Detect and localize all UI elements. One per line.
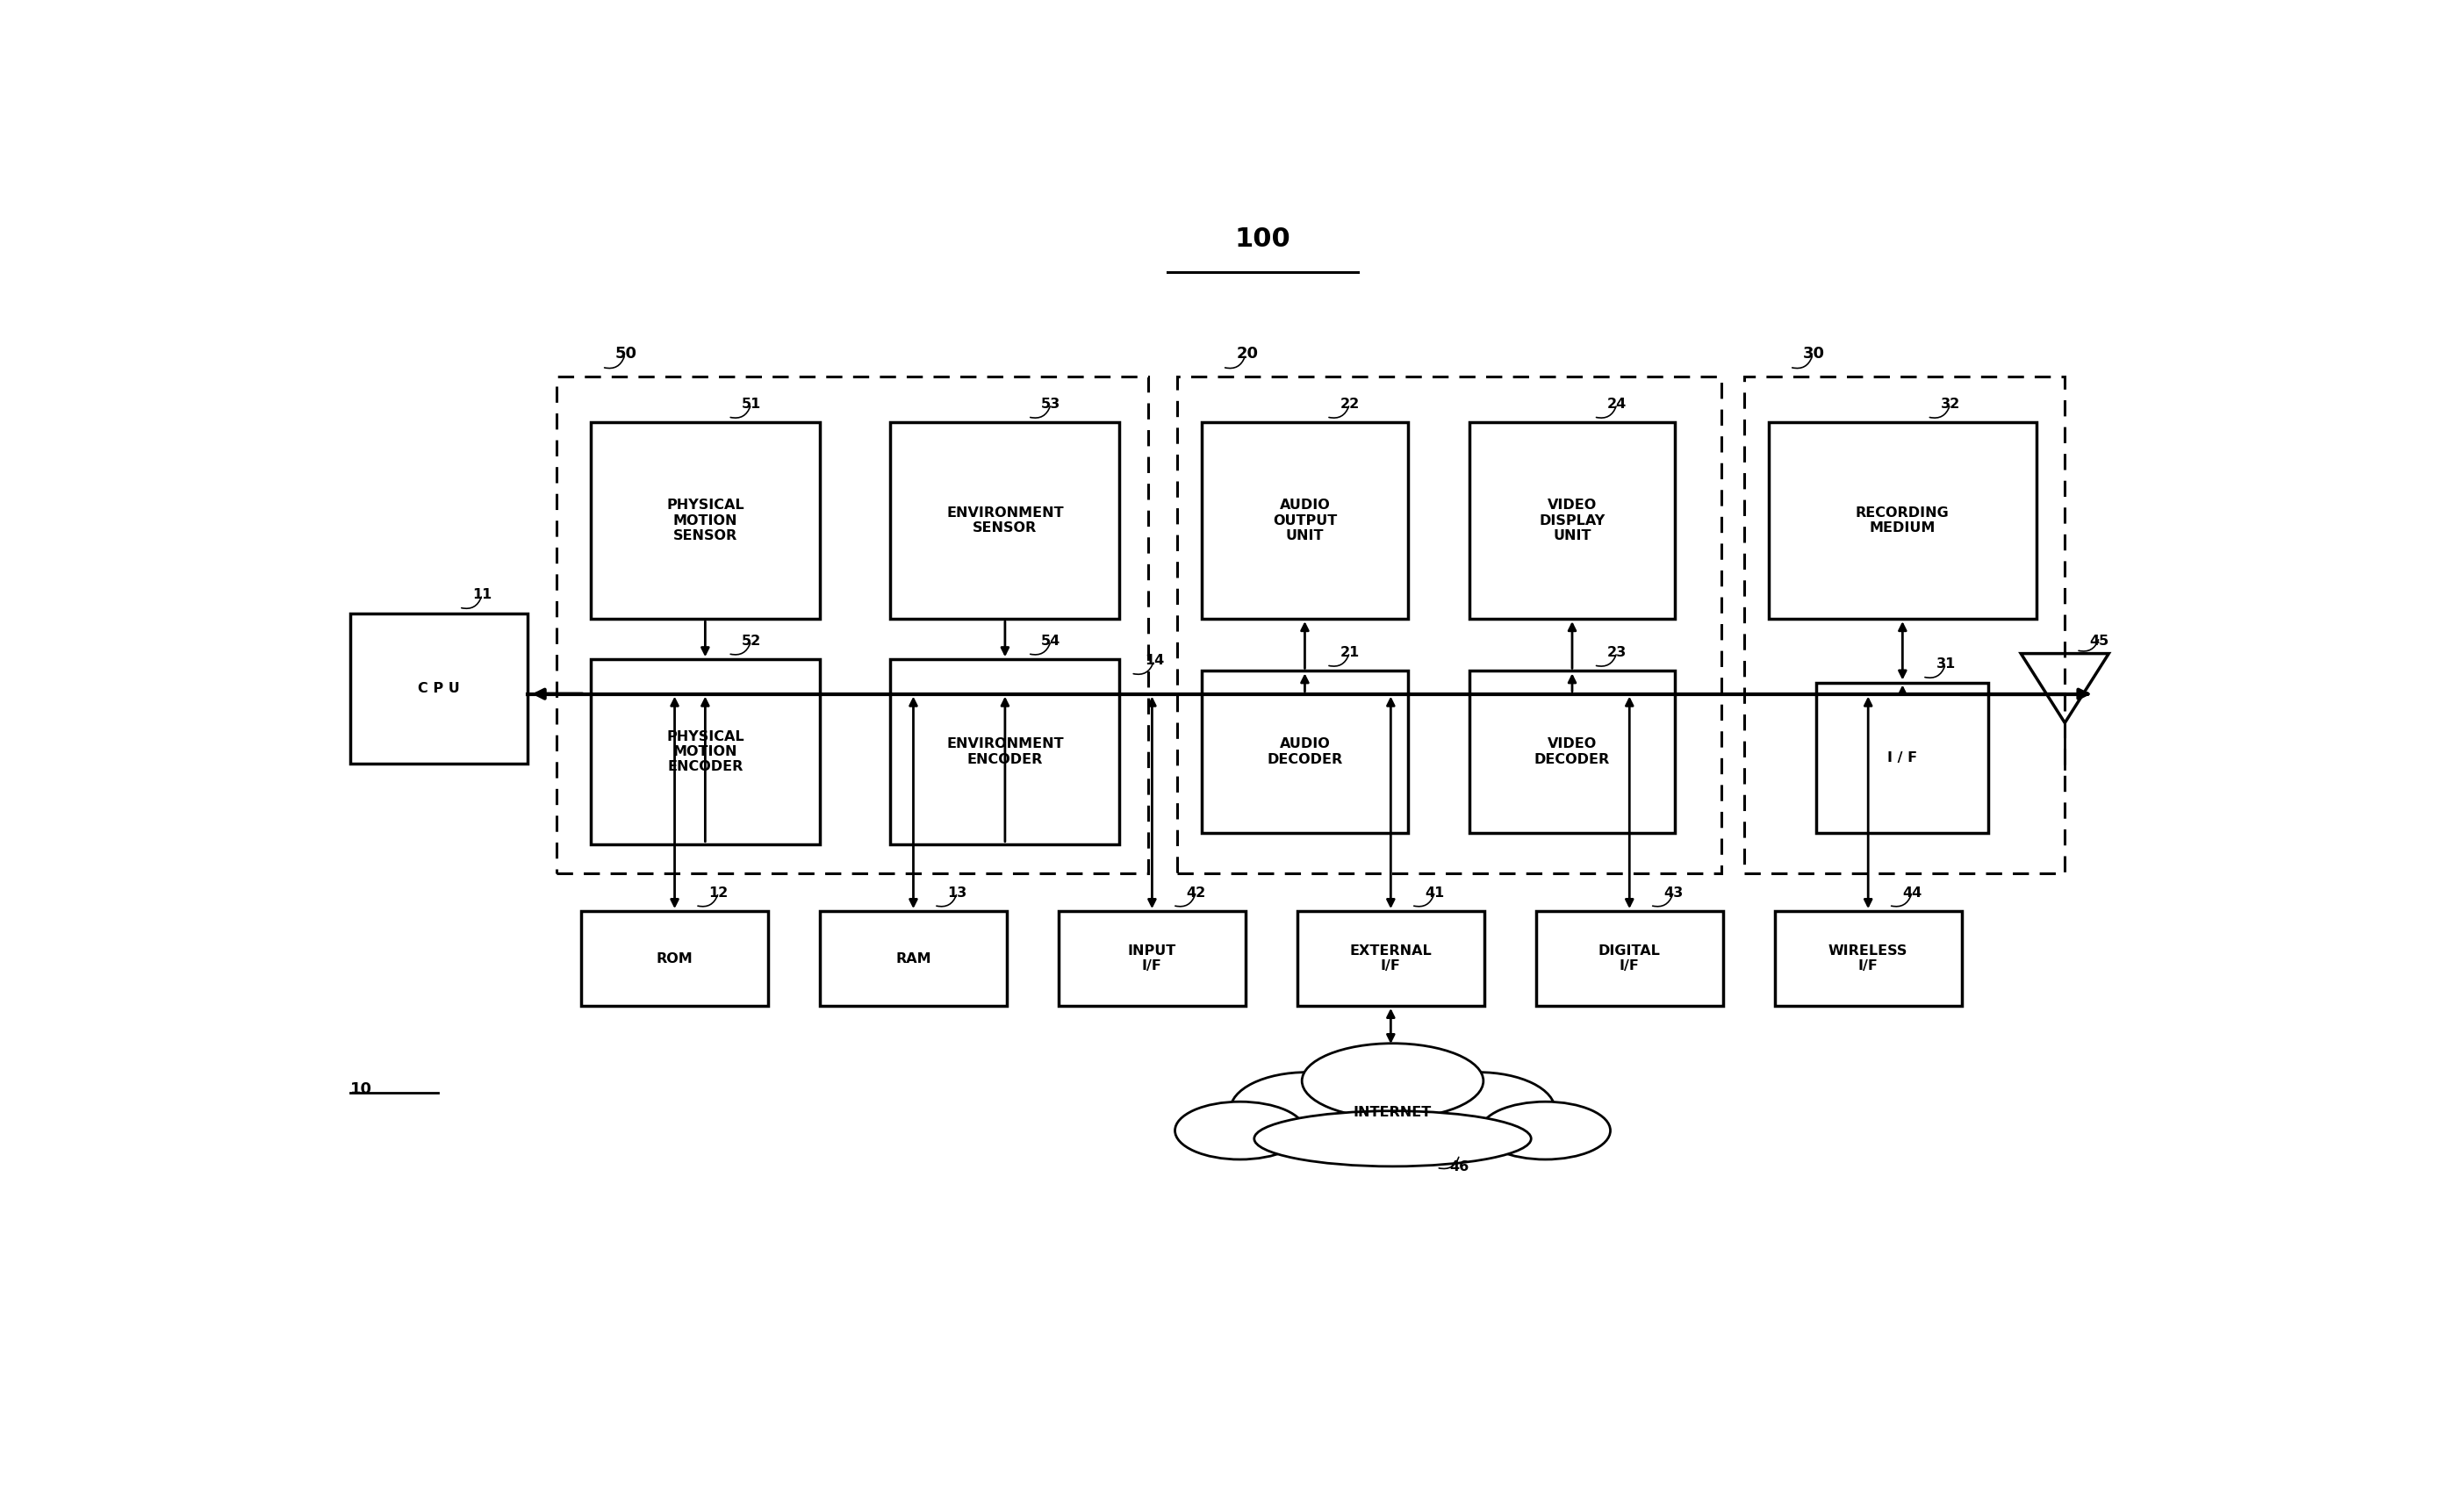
Bar <box>350 614 527 764</box>
Bar <box>1745 376 2065 873</box>
Text: INPUT
I/F: INPUT I/F <box>1129 945 1175 972</box>
Text: INTERNET: INTERNET <box>1353 1106 1432 1119</box>
Text: 52: 52 <box>742 634 761 648</box>
Bar <box>591 660 821 844</box>
Text: 42: 42 <box>1185 886 1205 900</box>
Text: ROM: ROM <box>655 952 692 964</box>
Ellipse shape <box>1301 1044 1483 1119</box>
Bar <box>1060 911 1247 1007</box>
Text: C P U: C P U <box>419 681 461 695</box>
Text: 32: 32 <box>1942 398 1961 411</box>
Bar <box>1202 423 1407 620</box>
Bar <box>1202 670 1407 833</box>
Text: 14: 14 <box>1143 654 1163 668</box>
Text: 22: 22 <box>1340 398 1360 411</box>
Ellipse shape <box>1254 1112 1530 1167</box>
Bar <box>890 660 1119 844</box>
Text: PHYSICAL
MOTION
ENCODER: PHYSICAL MOTION ENCODER <box>665 730 744 774</box>
Text: AUDIO
OUTPUT
UNIT: AUDIO OUTPUT UNIT <box>1274 500 1338 543</box>
Bar <box>1535 911 1722 1007</box>
Text: 51: 51 <box>742 398 761 411</box>
Text: VIDEO
DECODER: VIDEO DECODER <box>1535 738 1609 766</box>
Text: ENVIRONMENT
ENCODER: ENVIRONMENT ENCODER <box>946 738 1064 766</box>
Bar <box>1469 423 1676 620</box>
Text: 13: 13 <box>949 886 966 900</box>
Ellipse shape <box>1402 1072 1555 1148</box>
Ellipse shape <box>1481 1101 1611 1160</box>
Text: PHYSICAL
MOTION
SENSOR: PHYSICAL MOTION SENSOR <box>665 500 744 543</box>
Bar <box>1469 670 1676 833</box>
Text: VIDEO
DISPLAY
UNIT: VIDEO DISPLAY UNIT <box>1540 500 1604 543</box>
Bar <box>1774 911 1961 1007</box>
Bar <box>582 911 769 1007</box>
Text: 44: 44 <box>1902 886 1922 900</box>
Text: 43: 43 <box>1663 886 1683 900</box>
Text: 50: 50 <box>616 345 638 362</box>
Text: 53: 53 <box>1042 398 1062 411</box>
Text: 20: 20 <box>1237 345 1259 362</box>
Bar <box>1816 683 1988 833</box>
Text: 41: 41 <box>1424 886 1444 900</box>
Text: 46: 46 <box>1449 1160 1469 1173</box>
Bar <box>557 376 1148 873</box>
Bar <box>890 423 1119 620</box>
Text: 54: 54 <box>1042 634 1062 648</box>
Ellipse shape <box>1230 1072 1382 1148</box>
Text: 45: 45 <box>2089 634 2109 648</box>
Text: WIRELESS
I/F: WIRELESS I/F <box>1828 945 1907 972</box>
Text: RAM: RAM <box>894 952 931 964</box>
Ellipse shape <box>1175 1101 1306 1160</box>
Text: AUDIO
DECODER: AUDIO DECODER <box>1266 738 1343 766</box>
Text: RECORDING
MEDIUM: RECORDING MEDIUM <box>1855 507 1949 536</box>
Text: 23: 23 <box>1607 646 1626 660</box>
Text: I / F: I / F <box>1887 752 1917 764</box>
Text: 24: 24 <box>1607 398 1626 411</box>
Text: 21: 21 <box>1340 646 1360 660</box>
Text: DIGITAL
I/F: DIGITAL I/F <box>1599 945 1661 972</box>
Bar <box>821 911 1008 1007</box>
Text: 31: 31 <box>1937 657 1956 670</box>
Text: 30: 30 <box>1804 345 1826 362</box>
Bar <box>1769 423 2035 620</box>
Bar <box>591 423 821 620</box>
Text: 10: 10 <box>350 1082 372 1096</box>
Text: 12: 12 <box>710 886 729 900</box>
Text: EXTERNAL
I/F: EXTERNAL I/F <box>1350 945 1432 972</box>
Bar <box>1178 376 1720 873</box>
Text: ENVIRONMENT
SENSOR: ENVIRONMENT SENSOR <box>946 507 1064 536</box>
Bar <box>1296 911 1483 1007</box>
Text: 100: 100 <box>1234 226 1291 252</box>
Text: 11: 11 <box>473 588 493 602</box>
